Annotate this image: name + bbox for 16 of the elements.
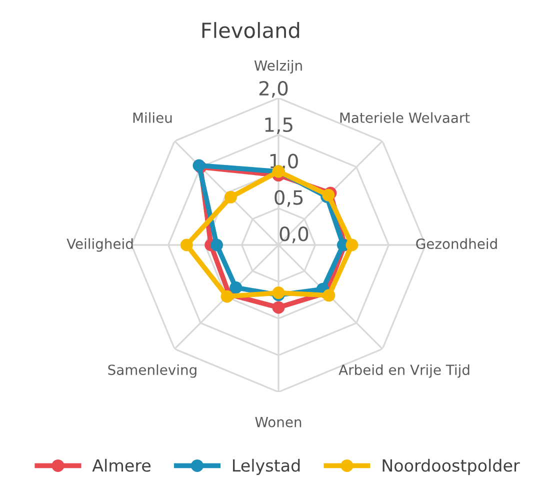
y-tick-label: 1,5 — [265, 118, 292, 134]
y-tick-label: 0,0 — [280, 226, 308, 244]
legend-label: Lelystad — [233, 458, 300, 475]
spoke-label: Welzijn — [254, 60, 302, 74]
spoke-label: Samenleving — [108, 364, 196, 378]
spoke-label: Milieu — [133, 112, 172, 123]
y-tick-label: 2,0 — [259, 80, 288, 98]
legend-label: Noordoostpolder — [382, 458, 520, 475]
spoke-label: Veiligheid — [66, 238, 133, 252]
y-tick-label: 0,5 — [274, 190, 303, 207]
spoke-label: Gezondheid — [416, 238, 497, 250]
legend-label: Almere — [92, 458, 151, 472]
spoke-label: Wonen — [255, 416, 302, 428]
spoke-label: Materiele Welvaart — [340, 112, 470, 123]
chart-title: Flevoland — [202, 22, 300, 38]
spoke-label: Arbeid en Vrije Tijd — [338, 364, 470, 378]
